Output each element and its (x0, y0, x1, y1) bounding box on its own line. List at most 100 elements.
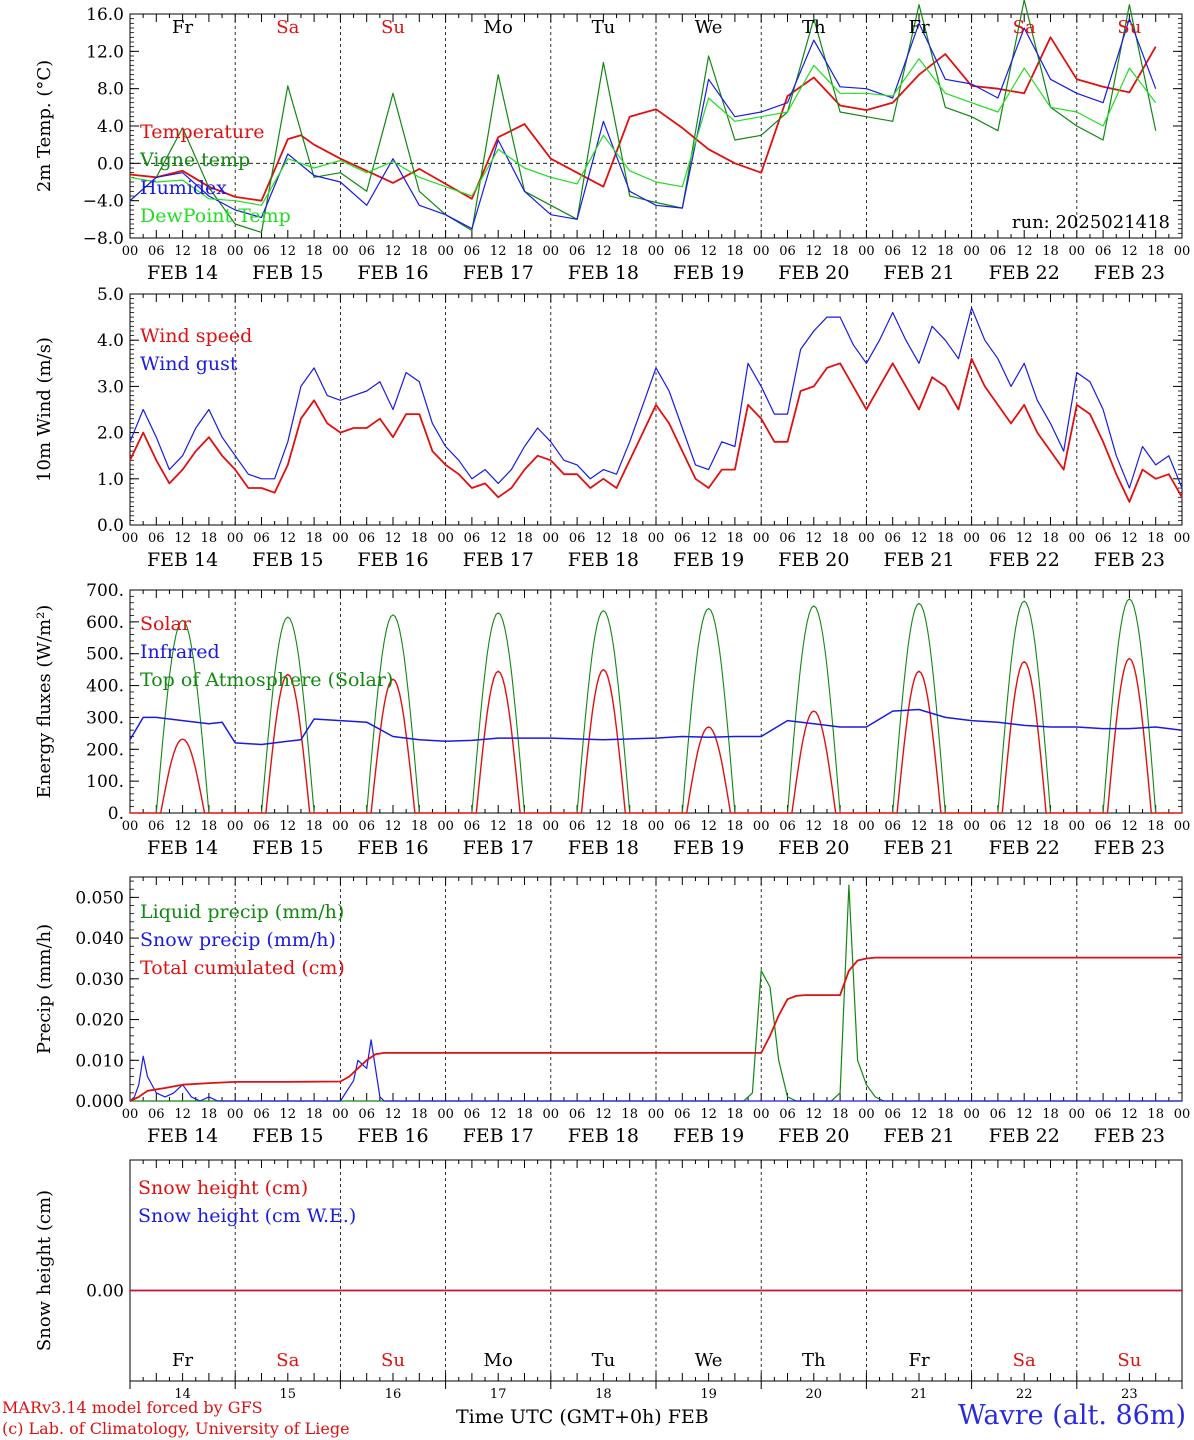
date-label: FEB 20 (778, 262, 849, 284)
hour-label: 06 (464, 244, 481, 259)
hour-label: 18 (1042, 1107, 1059, 1122)
hour-label: 18 (727, 819, 744, 834)
hour-label: 18 (937, 531, 954, 546)
y-tick-label: 5.0 (97, 285, 124, 305)
hour-label: 12 (490, 244, 507, 259)
y-axis-label: 2m Temp. (°C) (34, 60, 55, 192)
hour-label: 00 (437, 819, 454, 834)
day-number: 19 (700, 1387, 717, 1402)
hour-label: 12 (911, 1107, 928, 1122)
series-dewpoint-temp (129, 58, 1157, 206)
hour-label: 18 (937, 819, 954, 834)
legend-entry: Vigne temp (139, 149, 250, 171)
date-label: FEB 16 (357, 837, 428, 859)
hour-label: 06 (1095, 244, 1112, 259)
y-tick-label: 4.0 (97, 331, 124, 351)
hour-label: 06 (779, 531, 796, 546)
legend-entry: Wind gust (140, 353, 238, 375)
date-label: FEB 17 (463, 549, 534, 571)
hour-label: 12 (1016, 531, 1033, 546)
hour-label: 18 (411, 244, 428, 259)
hour-label: 12 (1121, 819, 1138, 834)
hour-label: 00 (437, 1107, 454, 1122)
y-axis-label: 10m Wind (m/s) (34, 337, 55, 482)
hour-label: 12 (911, 244, 928, 259)
hour-label: 12 (1121, 531, 1138, 546)
hour-label: 18 (1147, 531, 1164, 546)
hour-label: 18 (1147, 244, 1164, 259)
hour-label: 06 (358, 244, 375, 259)
date-label: FEB 19 (673, 837, 744, 859)
hour-label: 06 (1095, 531, 1112, 546)
hour-label: 00 (332, 244, 349, 259)
hour-label: 00 (437, 531, 454, 546)
date-label: FEB 15 (252, 549, 323, 571)
hour-label: 12 (490, 1107, 507, 1122)
panel-3: Energy fluxes (W/m²) 0. 100. 200. 300. 400. 50… (34, 581, 1190, 859)
hour-label: 12 (595, 531, 612, 546)
hour-label: 06 (674, 819, 691, 834)
hour-label: 12 (490, 819, 507, 834)
hour-label: 00 (648, 531, 665, 546)
weekday-label: Su (381, 17, 405, 38)
hour-label: 18 (1042, 531, 1059, 546)
hour-label: 18 (516, 244, 533, 259)
y-tick-label: 1.0 (97, 470, 124, 490)
day-number: 21 (911, 1387, 928, 1402)
hour-label: 18 (201, 531, 218, 546)
legend-entry: Infrared (140, 641, 220, 663)
hour-label: 06 (674, 531, 691, 546)
y-tick-label: 16.0 (86, 5, 124, 25)
date-label: FEB 18 (568, 262, 639, 284)
y-tick-label: 100. (86, 772, 124, 792)
hour-label: 12 (385, 531, 402, 546)
y-tick-label: 200. (86, 740, 124, 760)
hour-label: 18 (727, 531, 744, 546)
hour-label: 06 (148, 531, 165, 546)
hour-label: 06 (569, 531, 586, 546)
panel-5: Snow height (cm) 0.00 Snow height (cm) Snow… (34, 1159, 1183, 1402)
y-tick-label: 600. (86, 613, 124, 633)
date-label: FEB 23 (1094, 837, 1165, 859)
hour-label: 12 (1016, 1107, 1033, 1122)
date-label: FEB 23 (1094, 262, 1165, 284)
hour-label: 06 (148, 1107, 165, 1122)
legend-entry: Total cumulated (cm) (140, 957, 345, 979)
hour-label: 00 (963, 531, 980, 546)
weekday-label: Sa (1013, 17, 1036, 38)
y-tick-label: 0.050 (75, 888, 124, 908)
hour-label: 12 (806, 244, 823, 259)
hour-label: 18 (727, 1107, 744, 1122)
series-infrared (129, 708, 1183, 746)
y-axis-label: Snow height (cm) (34, 1190, 55, 1351)
hour-label: 00 (227, 1107, 244, 1122)
y-tick-label: 0.00 (86, 1282, 124, 1302)
series-wind-speed (129, 357, 1183, 503)
hour-label: 06 (148, 819, 165, 834)
hour-label: 00 (1069, 819, 1086, 834)
series-solar (130, 657, 1182, 814)
weekday-label: We (695, 1350, 723, 1371)
hour-label: 18 (411, 531, 428, 546)
series-humidex (129, 18, 1157, 230)
date-label: FEB 20 (778, 549, 849, 571)
hour-label: 12 (490, 531, 507, 546)
date-label: FEB 19 (673, 1125, 744, 1147)
date-label: FEB 22 (989, 837, 1060, 859)
hour-label: 06 (779, 1107, 796, 1122)
hour-label: 06 (253, 1107, 270, 1122)
hour-label: 06 (779, 244, 796, 259)
weekday-label: We (695, 17, 723, 38)
date-label: FEB 18 (568, 837, 639, 859)
hour-label: 06 (990, 531, 1007, 546)
hour-label: 06 (990, 244, 1007, 259)
hour-label: 18 (516, 531, 533, 546)
y-tick-label: 0.010 (75, 1051, 124, 1071)
hour-label: 00 (648, 1107, 665, 1122)
y-tick-label: 400. (86, 677, 124, 697)
hour-label: 00 (122, 244, 139, 259)
y-tick-label: 2.0 (97, 424, 124, 444)
hour-label: 12 (700, 819, 717, 834)
y-tick-label: 0.030 (75, 970, 124, 990)
hour-label: 18 (1042, 819, 1059, 834)
